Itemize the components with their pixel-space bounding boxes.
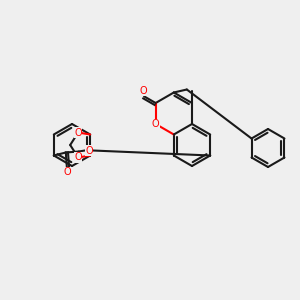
Text: O: O: [139, 85, 147, 95]
Text: O: O: [74, 152, 82, 163]
Text: O: O: [85, 146, 93, 155]
Text: O: O: [152, 119, 159, 129]
Text: O: O: [63, 167, 70, 177]
Text: O: O: [74, 128, 82, 137]
